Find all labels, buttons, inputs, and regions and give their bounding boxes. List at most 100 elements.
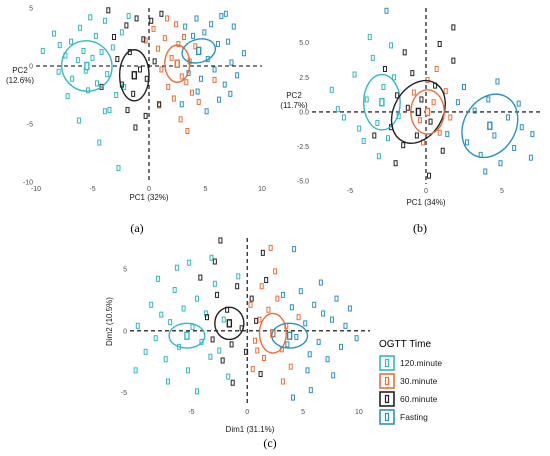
panel-c-point-Fasting: [289, 304, 294, 311]
panel-b-point-120-minute: [389, 42, 394, 49]
panel-b-xtick-label: 0: [424, 188, 428, 195]
panel-a-point-120-minute: [65, 93, 70, 100]
panel-b-point-60-minute: [405, 104, 410, 111]
panel-b-point-120-minute: [364, 96, 369, 103]
panel-a-point-120-minute: [114, 92, 119, 98]
panel-c-point-Fasting: [312, 301, 317, 308]
panel-a-point-60-minute: [137, 66, 142, 73]
panel-b-point-Fasting: [465, 139, 470, 146]
panel-c-point-Fasting: [303, 320, 308, 327]
panel-a-xtick-label: -5: [89, 186, 95, 193]
panel-a-point-120-minute: [126, 13, 131, 20]
panel-c-point-30-minute: [280, 378, 285, 385]
panel-c-point-Fasting: [330, 316, 335, 323]
panel-b-ytick-label: 0.0: [299, 109, 309, 116]
panel-c-point-Fasting: [325, 356, 330, 363]
panel-a-ellipse-30-minute: [164, 44, 191, 83]
panel-a-point-120-minute: [90, 54, 95, 61]
panel-b-point-Fasting: [455, 99, 460, 106]
panel-c-xtick-label: 10: [355, 409, 363, 416]
panel-a-point-60-minute: [124, 22, 129, 29]
panel-a-point-30-minute: [178, 116, 183, 123]
panel-c-label: (c): [263, 436, 276, 450]
panel-b-point-Fasting: [506, 114, 511, 121]
panel-a-ellipse-60-minute: [118, 49, 150, 102]
panel-a-point-30-minute: [212, 76, 217, 83]
panel-b-point-Fasting: [486, 96, 491, 103]
panel-a-point-30-minute: [196, 98, 201, 105]
panel-b-ytick-label: -2.5: [297, 144, 309, 151]
panel-a-point-Fasting: [179, 101, 184, 108]
panel-c-point-Fasting: [331, 372, 336, 379]
panel-b-point-120-minute: [370, 54, 375, 61]
panel-b-ylabel-line2: (11.7%): [280, 101, 308, 110]
panel-b-point-60-minute: [372, 132, 377, 139]
panel-a-point-30-minute: [176, 40, 181, 47]
panel-b-point-60-minute: [451, 24, 456, 31]
panel-a-point-Fasting: [212, 66, 217, 73]
panel-a-point-30-minute: [184, 79, 189, 86]
legend-key-glyph: [384, 394, 390, 404]
panel-a-point-Fasting: [229, 59, 234, 66]
panel-b-point-120-minute: [381, 83, 386, 90]
panel-c-point-30-minute: [261, 354, 266, 361]
panel-a-point-30-minute: [182, 34, 187, 40]
panel-b-point-Fasting: [519, 124, 524, 131]
panel-c-point-120-minute: [190, 324, 195, 331]
panel-a-point-60-minute: [134, 15, 139, 22]
panel-b-point-60-minute: [410, 70, 415, 77]
panel-b-point-60-minute: [382, 65, 387, 72]
panel-a-point-Fasting: [198, 75, 203, 82]
panel-a-point-120-minute: [99, 49, 104, 56]
panel-c-ellipse-60-minute: [214, 306, 245, 341]
panel-b-point-Fasting: [384, 7, 389, 14]
panel-c-point-30-minute: [288, 363, 293, 370]
panel-a-ytick-label: 0: [29, 64, 33, 71]
panel-b-point-120-minute: [341, 114, 346, 121]
panel-c-point-60-minute: [212, 258, 217, 265]
panel-c-point-120-minute: [174, 264, 179, 271]
panel-b-point-120-minute: [361, 138, 366, 145]
panel-c-point-30-minute: [250, 366, 255, 373]
panel-a-point-30-minute: [189, 89, 194, 96]
panel-c-point-60-minute: [264, 277, 269, 284]
panel-c-ellipse-Fasting: [271, 322, 309, 349]
panel-c-point-Fasting: [307, 351, 312, 358]
panel-a-point-120-minute: [88, 14, 93, 21]
panel-b-ellipse-Fasting: [461, 93, 519, 159]
panel-b-point-Fasting: [462, 83, 466, 90]
panel-b-xlabel: PC1 (34%): [406, 198, 445, 207]
panel-a-point-60-minute: [99, 83, 104, 90]
panel-a-point-30-minute: [185, 127, 190, 134]
panel-b-point-30-minute: [431, 99, 436, 106]
legend-label-60-minute: 60.minute: [400, 394, 438, 404]
panel-c-point-120-minute: [149, 301, 154, 308]
panel-b-point-30-minute: [434, 65, 439, 72]
panel-c-point-Fasting: [294, 333, 299, 340]
panel-a-point-Fasting: [202, 29, 207, 36]
panel-b-point-30-minute: [437, 129, 442, 136]
panel-a-point-120-minute: [102, 108, 107, 115]
legend-key-glyph: [384, 412, 390, 422]
panel-b-point-60-minute: [393, 160, 398, 167]
panel-b-point-Fasting: [445, 131, 450, 138]
panel-b-point-120-minute: [367, 34, 372, 41]
panel-b-centroid-120-minute: [379, 98, 385, 107]
panel-c-point-Fasting: [305, 367, 310, 374]
panel-b-point-60-minute: [419, 96, 424, 103]
panel-b-point-60-minute: [451, 57, 456, 64]
panel-b-point-Fasting: [516, 100, 521, 107]
panel-c-point-30-minute: [296, 314, 301, 321]
panel-a-point-120-minute: [57, 42, 62, 49]
panel-a-xtick-label: 10: [258, 186, 266, 193]
panel-a-point-60-minute: [149, 17, 154, 24]
panel-b-chart: PC2 (11.7%) -5 0 5 -5.0 -2.5 0.0 2.5 5.0 PC1 (34…: [280, 7, 540, 207]
panel-a-point-120-minute: [56, 68, 61, 75]
panel-b-point-60-minute: [428, 118, 433, 125]
legend-key-glyph: [384, 358, 390, 368]
panel-a-point-30-minute: [151, 25, 156, 32]
panel-c-centroid-120-minute: [184, 331, 190, 340]
panel-b-point-30-minute: [448, 114, 453, 121]
panel-a-point-30-minute: [179, 73, 184, 80]
panel-a-point-120-minute: [119, 29, 124, 36]
